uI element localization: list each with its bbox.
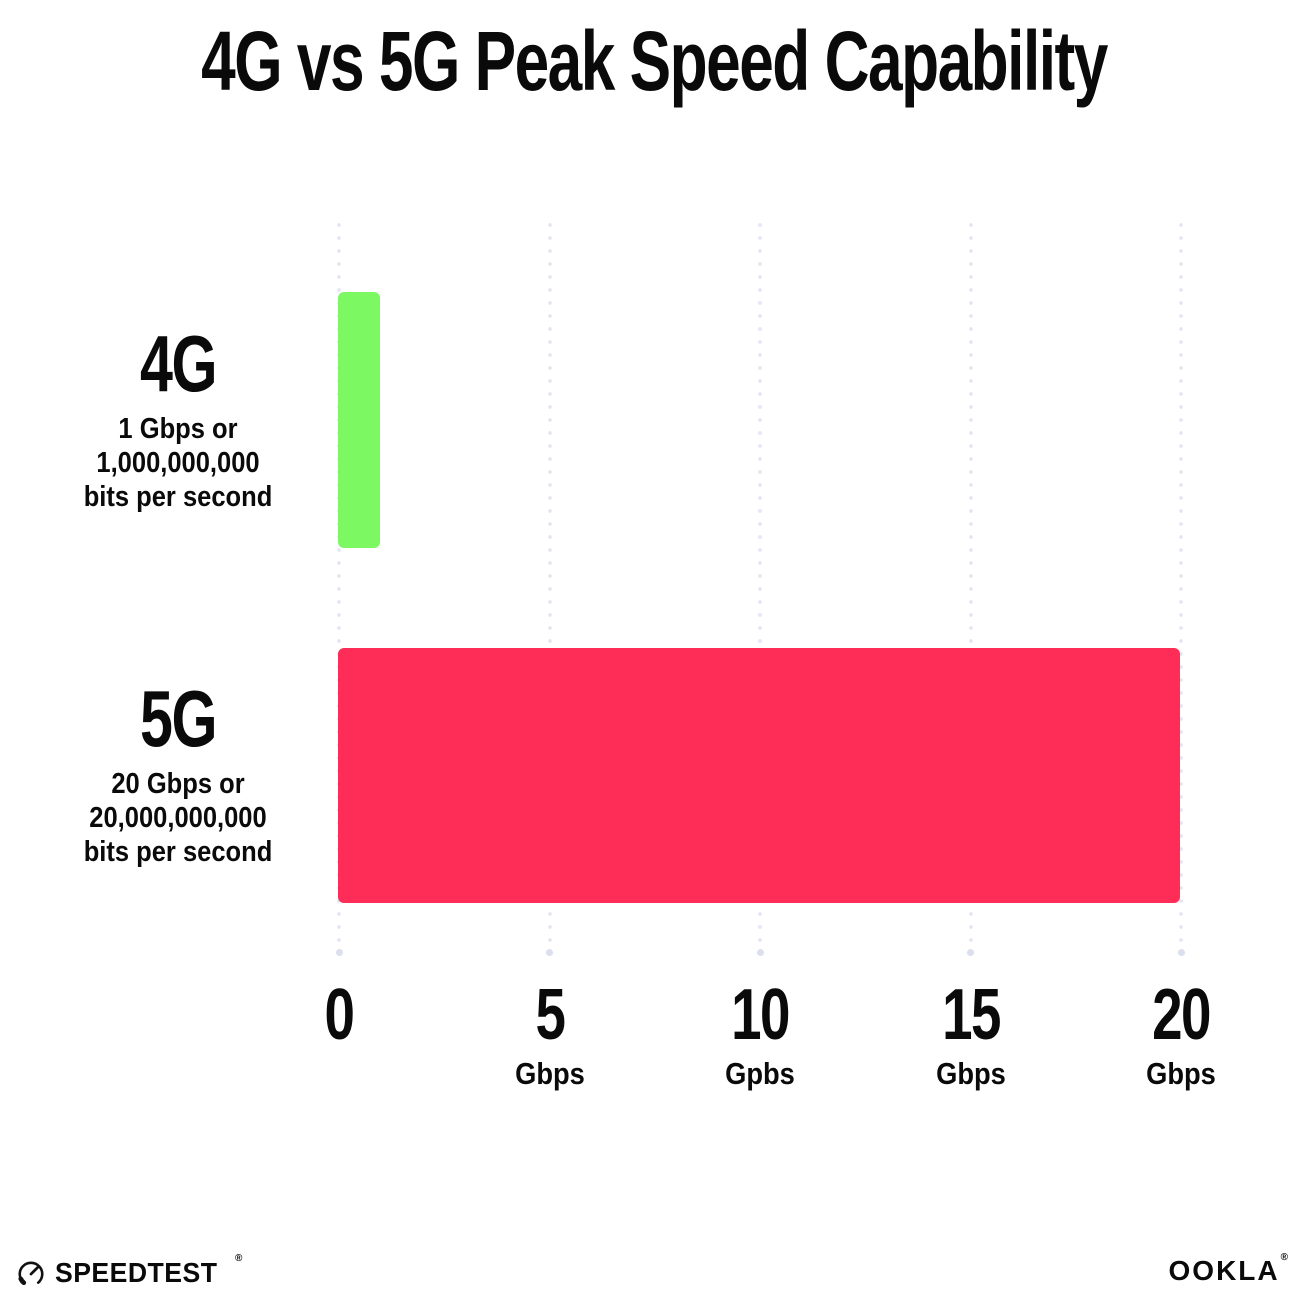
category-description-line: 20 Gbps or [111, 768, 245, 800]
tick-unit: Gbps [935, 1056, 1006, 1091]
speedtest-trademark: ® [234, 1253, 243, 1264]
tick-number: 5 [535, 975, 565, 1055]
gridline-end-dot [335, 949, 343, 956]
speedtest-logo: SPEEDTEST ® [16, 1253, 242, 1289]
ookla-wordmark: OOKLA [1168, 1255, 1280, 1286]
gridline-5 [546, 223, 553, 956]
category-description: 1 Gbps or 1,000,000,000 bits per second [57, 412, 300, 514]
tick-number: 10 [731, 975, 790, 1055]
tick-number: 0 [324, 975, 355, 1055]
tick-number: 15 [941, 975, 1001, 1055]
category-name: 5G [139, 674, 217, 763]
gridline-10 [756, 223, 764, 956]
category-label-5g: 5G 20 Gbps or 20,000,000,000 bits per secon… [40, 677, 316, 869]
category-description-line: bits per second [83, 836, 273, 868]
axis-tick-15: 15 Gbps [865, 977, 1077, 1091]
category-description-line: 20,000,000,000 [89, 802, 267, 834]
category-label-4g: 4G 1 Gbps or 1,000,000,000 bits per second [40, 322, 316, 514]
bar-5g [338, 648, 1180, 903]
chart-title: 4G vs 5G Peak Speed Capability [201, 14, 1108, 108]
tick-unit: Gpbs [725, 1056, 795, 1091]
gridline-end-dot [756, 949, 764, 956]
axis-tick-5: 5 Gbps [444, 977, 656, 1091]
category-description-line: bits per second [83, 481, 273, 513]
category-description-line: 1,000,000,000 [96, 447, 260, 479]
tick-unit: Gbps [514, 1056, 585, 1091]
category-description-line: 1 Gbps or [118, 413, 238, 445]
bar-4g [338, 292, 381, 548]
axis-tick-0: 0 [233, 977, 445, 1057]
speedtest-gauge-icon [18, 1261, 44, 1286]
tick-unit: Gbps [1146, 1056, 1216, 1091]
ookla-logo: OOKLA ® [1168, 1252, 1290, 1287]
gridline-end-dot [1177, 949, 1185, 956]
axis-tick-20: 20 Gbps [1075, 977, 1287, 1091]
tick-number: 20 [1152, 975, 1211, 1055]
gridline-20 [1177, 223, 1185, 956]
gridline-0 [335, 223, 343, 956]
gridline-end-dot [967, 949, 974, 956]
category-description: 20 Gbps or 20,000,000,000 bits per second [57, 767, 300, 869]
gridline-15 [967, 223, 974, 956]
gridline-end-dot [546, 949, 553, 956]
ookla-trademark: ® [1280, 1252, 1290, 1263]
plot-area [335, 223, 1185, 963]
axis-tick-10: 10 Gpbs [654, 977, 866, 1091]
speedtest-wordmark: SPEEDTEST [55, 1257, 218, 1288]
category-name: 4G [139, 319, 217, 408]
